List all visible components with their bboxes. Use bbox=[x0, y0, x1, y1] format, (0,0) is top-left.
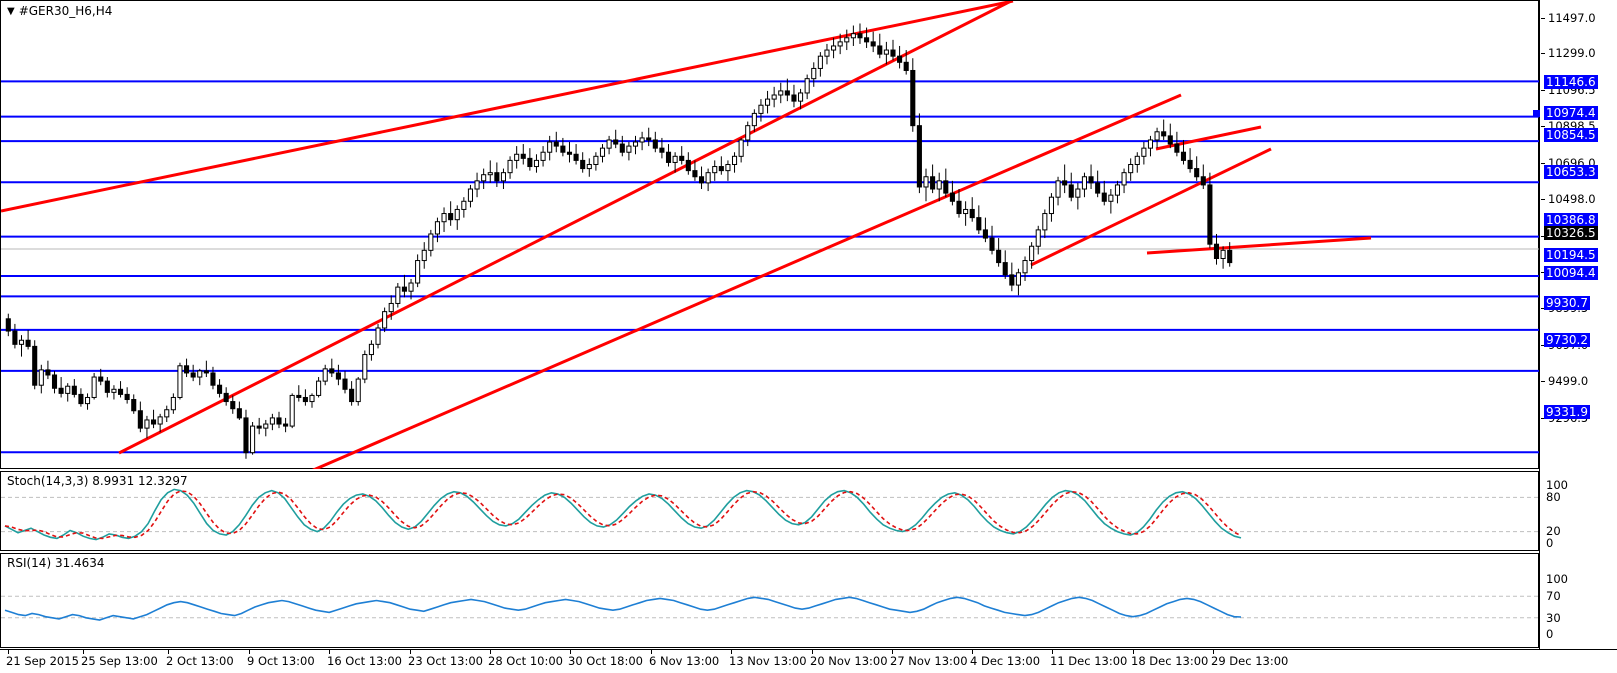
stochastic-plot bbox=[1, 488, 1539, 541]
time-tick-mark bbox=[249, 650, 250, 654]
indicator-scale-label: 100 bbox=[1546, 572, 1568, 586]
rsi-plot bbox=[1, 595, 1539, 621]
level-price-tag[interactable]: 10854.5 bbox=[1544, 128, 1598, 142]
time-tick-mark bbox=[83, 650, 84, 654]
price-tick-mark bbox=[1541, 126, 1545, 127]
level-price-tag[interactable]: 11146.6 bbox=[1544, 75, 1598, 89]
time-axis-label: 9 Oct 13:00 bbox=[247, 654, 315, 668]
level-price-tag[interactable]: 10974.4 bbox=[1544, 106, 1598, 120]
level-price-tag[interactable]: 10653.3 bbox=[1544, 165, 1598, 179]
price-tick-label: 10498.0 bbox=[1548, 192, 1596, 206]
time-tick-mark bbox=[731, 650, 732, 654]
time-axis-label: 2 Oct 13:00 bbox=[166, 654, 234, 668]
trendline-upper-channel-top bbox=[118, 1, 1012, 455]
price-axis[interactable]: 11497.0 11299.0 11096.5 10898.5 10696.0 10498… bbox=[1533, 0, 1617, 649]
price-tick-mark bbox=[1541, 381, 1545, 382]
price-tick-mark bbox=[1541, 199, 1545, 200]
main-line bbox=[4, 596, 1242, 621]
trendline-upper-channel-bottom bbox=[1, 1, 1014, 213]
rsi-caption: RSI(14) 31.4634 bbox=[7, 556, 105, 570]
selected-line-handle[interactable] bbox=[1533, 110, 1540, 117]
stochastic-panel[interactable]: Stoch(14,3,3) 8.9931 12.3297 bbox=[0, 471, 1539, 551]
time-axis-label: 30 Oct 18:00 bbox=[568, 654, 643, 668]
indicator-scale-label: 0 bbox=[1546, 627, 1554, 641]
time-axis-label: 27 Nov 13:00 bbox=[890, 654, 968, 668]
level-price-tag[interactable]: 9730.2 bbox=[1544, 333, 1590, 347]
time-axis-label: 23 Oct 13:00 bbox=[408, 654, 483, 668]
time-tick-mark bbox=[812, 650, 813, 654]
time-tick-mark bbox=[972, 650, 973, 654]
price-tick-label: 11299.0 bbox=[1548, 46, 1596, 60]
time-tick-mark bbox=[168, 650, 169, 654]
price-chart-panel[interactable]: ▼ #GER30_H6,H4 bbox=[0, 0, 1539, 469]
indicator-scale-label: 0 bbox=[1546, 536, 1554, 550]
trendline-wedge-lower bbox=[1030, 147, 1272, 267]
time-axis-label: 21 Sep 2015 bbox=[6, 654, 79, 668]
price-tick-label: 9499.0 bbox=[1548, 374, 1589, 388]
time-tick-mark bbox=[651, 650, 652, 654]
price-tick-label: 11497.0 bbox=[1548, 11, 1596, 25]
time-tick-mark bbox=[329, 650, 330, 654]
time-axis-label: 4 Dec 13:00 bbox=[970, 654, 1041, 668]
price-tick-mark bbox=[1541, 345, 1545, 346]
time-tick-mark bbox=[892, 650, 893, 654]
time-axis-label: 18 Dec 13:00 bbox=[1131, 654, 1209, 668]
current-price-tag[interactable]: 10326.5 bbox=[1544, 226, 1598, 240]
trendline-wedge-upper bbox=[1155, 125, 1262, 151]
time-tick-mark bbox=[1213, 650, 1214, 654]
time-tick-mark bbox=[1052, 650, 1053, 654]
level-price-tag[interactable]: 10386.8 bbox=[1544, 213, 1598, 227]
price-tick-mark bbox=[1541, 163, 1545, 164]
indicator-scale-label: 100 bbox=[1546, 478, 1568, 492]
time-axis-label: 25 Sep 13:00 bbox=[81, 654, 158, 668]
chart-title-text: #GER30_H6,H4 bbox=[18, 4, 113, 18]
stochastic-caption: Stoch(14,3,3) 8.9931 12.3297 bbox=[7, 474, 188, 488]
time-tick-mark bbox=[570, 650, 571, 654]
main-line bbox=[4, 488, 1242, 541]
indicator-scale-label: 20 bbox=[1546, 524, 1561, 539]
time-axis-label: 28 Oct 10:00 bbox=[488, 654, 563, 668]
price-plot bbox=[1, 1, 1539, 469]
trendline-lower-ascending bbox=[1146, 236, 1372, 255]
level-price-tag[interactable]: 10094.4 bbox=[1544, 266, 1598, 280]
price-tick-mark bbox=[1541, 236, 1545, 237]
trendline-mid-ascending bbox=[311, 93, 1182, 469]
time-axis-label: 13 Nov 13:00 bbox=[729, 654, 807, 668]
level-price-tag[interactable]: 9930.7 bbox=[1544, 296, 1590, 310]
price-tick-mark bbox=[1541, 418, 1545, 419]
time-tick-mark bbox=[410, 650, 411, 654]
price-tick-mark bbox=[1541, 272, 1545, 273]
time-axis-label: 29 Dec 13:00 bbox=[1211, 654, 1289, 668]
time-axis[interactable]: 21 Sep 2015 25 Sep 13:00 2 Oct 13:00 9 Oct … bbox=[0, 649, 1617, 673]
time-tick-mark bbox=[490, 650, 491, 654]
time-axis-label: 6 Nov 13:00 bbox=[649, 654, 720, 668]
level-price-tag[interactable]: 9331.9 bbox=[1544, 405, 1590, 419]
time-axis-label: 16 Oct 13:00 bbox=[327, 654, 402, 668]
price-tick-mark bbox=[1541, 18, 1545, 19]
price-tick-mark bbox=[1541, 90, 1545, 91]
indicator-scale-label: 80 bbox=[1546, 489, 1561, 504]
level-price-tag[interactable]: 10194.5 bbox=[1544, 248, 1598, 262]
chart-title: ▼ #GER30_H6,H4 bbox=[7, 4, 112, 18]
price-tick-mark bbox=[1541, 308, 1545, 309]
indicator-scale-label: 30 bbox=[1546, 610, 1561, 625]
time-axis-label: 20 Nov 13:00 bbox=[810, 654, 888, 668]
chevron-down-icon[interactable]: ▼ bbox=[7, 6, 15, 17]
candlestick-series bbox=[5, 23, 1233, 459]
time-tick-mark bbox=[8, 650, 9, 654]
time-tick-mark bbox=[1133, 650, 1134, 654]
price-tick-mark bbox=[1541, 53, 1545, 54]
rsi-panel[interactable]: RSI(14) 31.4634 bbox=[0, 553, 1539, 648]
indicator-scale-label: 70 bbox=[1546, 588, 1561, 603]
time-axis-label: 11 Dec 13:00 bbox=[1050, 654, 1128, 668]
